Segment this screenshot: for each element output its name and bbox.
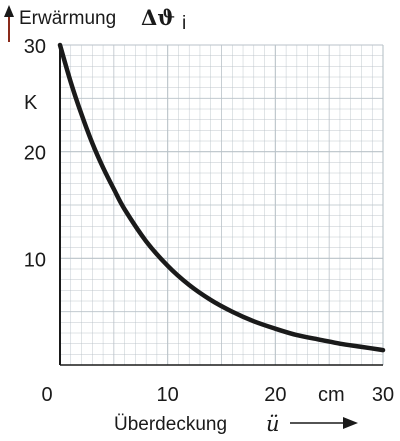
y-tick-label: 20	[24, 143, 46, 165]
y-axis-unit: K	[24, 92, 38, 114]
x-axis-label: Überdeckung	[114, 414, 227, 435]
y-axis-label: Erwärmung	[19, 8, 116, 29]
x-axis-symbol: ü	[266, 412, 280, 436]
x-tick-label: 20	[264, 384, 286, 406]
chart-grid	[59, 44, 384, 366]
x-axis-arrowhead	[343, 417, 358, 429]
chart-axes	[4, 5, 383, 429]
y-axis-symbol: Δϑ	[141, 5, 175, 30]
x-axis-unit: cm	[318, 384, 345, 406]
x-tick-label: 0	[41, 384, 52, 406]
chart-series	[57, 42, 386, 353]
y-tick-label: 10	[24, 249, 46, 271]
y-axis-arrowhead	[4, 5, 14, 17]
x-tick-label: 10	[157, 384, 179, 406]
y-tick-label: 30	[24, 36, 46, 58]
y-axis-subscript: i	[182, 13, 186, 34]
x-tick-label: 30	[372, 384, 394, 406]
chart-labels: Erwärmung Δϑ i K cm Überdeckung ü 10 20 30…	[19, 5, 394, 436]
series-line	[57, 42, 386, 353]
